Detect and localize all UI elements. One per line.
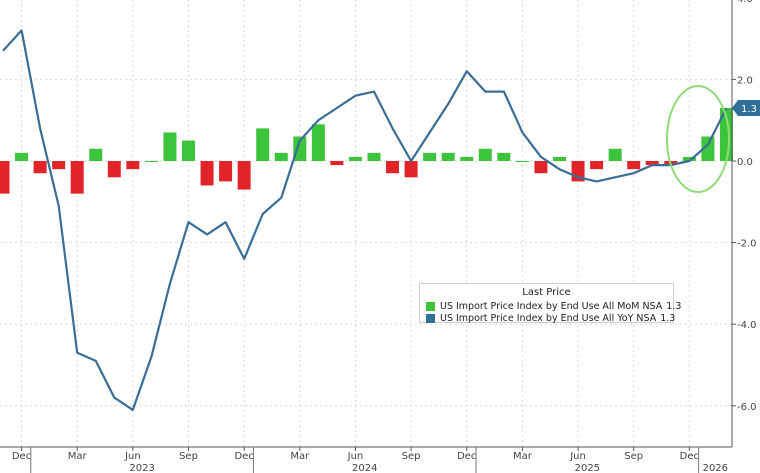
mom-bar: [182, 140, 195, 161]
x-axis: Dec Mar Jun Sep Dec Mar Jun Sep Dec Mar Jun Sep Dec 2…: [0, 446, 732, 473]
mom-bar: [256, 128, 270, 161]
mom-bar: [645, 161, 659, 166]
mom-bar: [15, 152, 29, 161]
mom-bar: [126, 161, 140, 170]
legend-item-mom: US Import Price Index by End Use All MoM…: [426, 300, 681, 312]
last-price-tag-bg: [732, 99, 760, 116]
legend-swatch-mom: [426, 301, 435, 311]
mom-bar: [404, 161, 418, 178]
x-tick-label: Jun: [569, 451, 586, 462]
legend: Last Price US Import Price Index by End …: [419, 283, 681, 324]
mom-bar: [515, 161, 529, 162]
mom-bar: [590, 161, 604, 170]
mom-bar: [200, 161, 214, 186]
legend-title: Last Price: [522, 287, 571, 298]
legend-value-yoy: 1.3: [660, 312, 676, 324]
mom-bar: [0, 161, 10, 194]
mom-bar: [348, 156, 362, 161]
legend-item-yoy: US Import Price Index by End Use All YoY…: [426, 312, 675, 324]
mom-bar: [33, 161, 47, 174]
mom-bar: [311, 124, 325, 161]
x-tick-label: Mar: [290, 451, 310, 462]
mom-bar: [107, 161, 121, 178]
mom-bar: [367, 152, 381, 161]
mom-bar: [608, 148, 622, 161]
gridlines: [0, 0, 732, 447]
highlight-circle: [666, 85, 730, 193]
mom-bar: [441, 152, 455, 161]
x-tick-label: Dec: [234, 451, 253, 462]
legend-label-yoy: US Import Price Index by End Use All YoY…: [440, 312, 657, 324]
mom-bar: [627, 161, 641, 170]
mom-bar: [719, 107, 733, 161]
x-tick-label: Dec: [680, 451, 699, 462]
last-price-tag-text: 1.3: [741, 104, 757, 115]
x-tick-label: Jun: [124, 451, 141, 462]
x-tick-label: Sep: [402, 451, 421, 462]
y-tick-label: 0.0: [737, 157, 753, 168]
y-tick-label: -6.0: [737, 402, 757, 413]
year-label: 2023: [129, 463, 154, 473]
mom-bar: [701, 136, 715, 161]
mom-bar: [274, 152, 288, 161]
mom-bar: [70, 161, 84, 194]
mom-bar: [293, 136, 307, 161]
y-tick-label: -2.0: [737, 239, 757, 250]
mom-bar: [682, 156, 696, 161]
x-tick-label: Sep: [624, 451, 643, 462]
mom-bar: [386, 161, 400, 174]
x-tick-label: Jun: [347, 451, 364, 462]
x-tick-label: Mar: [68, 451, 88, 462]
x-tick-label: Mar: [513, 451, 533, 462]
legend-label-mom: US Import Price Index by End Use All MoM…: [440, 300, 663, 312]
mom-bar: [144, 161, 158, 162]
mom-bar: [460, 156, 474, 161]
yoy-line: [2, 29, 728, 411]
mom-bar: [534, 161, 548, 174]
mom-bar: [478, 148, 492, 161]
mom-bar: [52, 161, 66, 170]
year-label: 2025: [575, 463, 600, 473]
mom-bar: [89, 148, 103, 161]
y-tick-label: 4.0: [737, 0, 753, 5]
mom-bar: [219, 161, 233, 182]
legend-swatch-yoy: [426, 313, 435, 323]
mom-bars: [0, 107, 733, 194]
year-label: 2026: [703, 463, 728, 473]
y-axis: 4.0 2.0 0.0 -2.0 -4.0 -6.0: [731, 0, 757, 447]
mom-bar: [163, 132, 177, 161]
y-tick-label: -4.0: [737, 320, 757, 331]
x-tick-label: Dec: [12, 451, 31, 462]
mom-bar: [553, 156, 566, 161]
legend-value-mom: 1.3: [666, 300, 682, 312]
mom-bar: [423, 152, 437, 161]
y-tick-label: 2.0: [737, 75, 753, 86]
last-price-tag: 1.3: [732, 99, 760, 116]
mom-bar: [330, 161, 344, 166]
mom-bar: [497, 152, 511, 161]
x-tick-label: Dec: [457, 451, 476, 462]
year-label: 2024: [352, 463, 377, 473]
x-tick-label: Sep: [179, 451, 198, 462]
mom-bar: [237, 161, 251, 190]
